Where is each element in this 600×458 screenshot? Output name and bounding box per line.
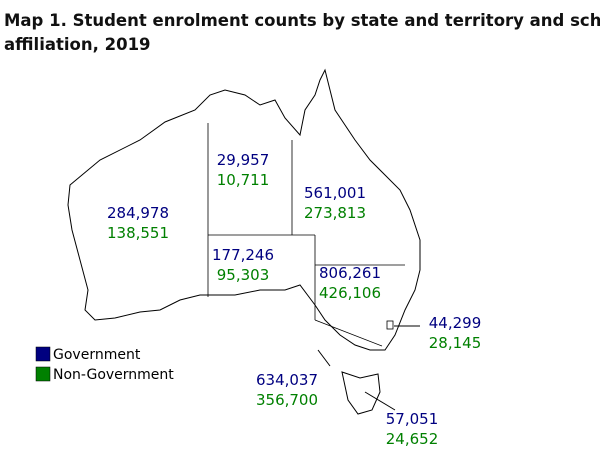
government-count: 634,037 xyxy=(256,371,318,389)
legend-swatch xyxy=(35,366,51,382)
government-count: 806,261 xyxy=(319,264,381,282)
legend-label: Non-Government xyxy=(53,367,174,383)
non-government-count: 24,652 xyxy=(386,430,439,448)
non-government-count: 356,700 xyxy=(256,391,318,409)
non-government-count: 426,106 xyxy=(319,284,381,302)
government-count: 57,051 xyxy=(386,410,439,428)
leader-line xyxy=(317,349,331,367)
government-count: 44,299 xyxy=(429,314,482,332)
non-government-count: 138,551 xyxy=(107,224,169,242)
government-count: 29,957 xyxy=(217,151,270,169)
non-government-count: 95,303 xyxy=(217,266,270,284)
tasmania xyxy=(341,371,381,415)
act-border xyxy=(386,320,394,330)
government-count: 284,978 xyxy=(107,204,169,222)
non-government-count: 10,711 xyxy=(217,171,270,189)
non-government-count: 273,813 xyxy=(304,204,366,222)
state-border xyxy=(207,123,405,347)
legend-label: Government xyxy=(53,347,141,363)
legend-swatch xyxy=(35,346,51,362)
government-count: 561,001 xyxy=(304,184,366,202)
title-line: affiliation, 2019 xyxy=(4,35,151,54)
government-count: 177,246 xyxy=(212,246,274,264)
non-government-count: 28,145 xyxy=(429,334,482,352)
title-line: Map 1. Student enrolment counts by state… xyxy=(4,11,600,30)
leader-line xyxy=(364,391,396,411)
mainland xyxy=(67,68,421,351)
